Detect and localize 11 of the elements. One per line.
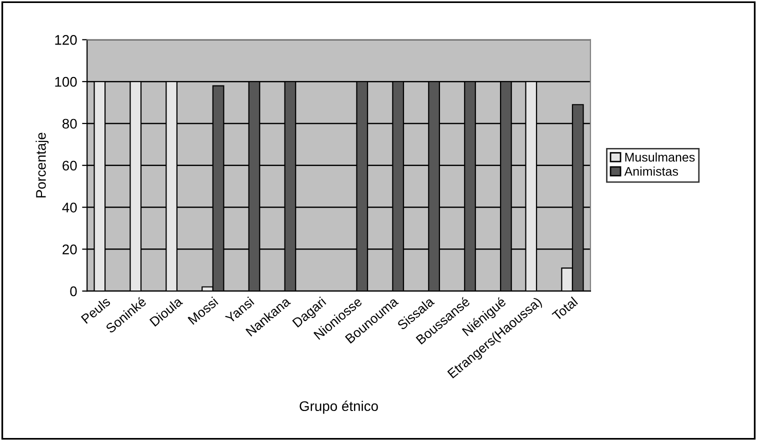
y-tick-label: 0 [70, 286, 77, 296]
y-tick-label: 120 [55, 35, 77, 45]
y-tick-label: 40 [62, 202, 77, 212]
legend-label: Animistas [624, 166, 678, 176]
y-tick-label: 80 [62, 118, 77, 129]
y-tick-label: 100 [55, 76, 77, 87]
y-tick-label: 60 [62, 160, 77, 171]
x-axis-title: Grupo étnico [300, 400, 378, 414]
legend-label: Musulmanes [625, 152, 695, 162]
y-tick-label: 20 [62, 244, 77, 254]
y-axis-title: Porcentaje [36, 132, 49, 198]
